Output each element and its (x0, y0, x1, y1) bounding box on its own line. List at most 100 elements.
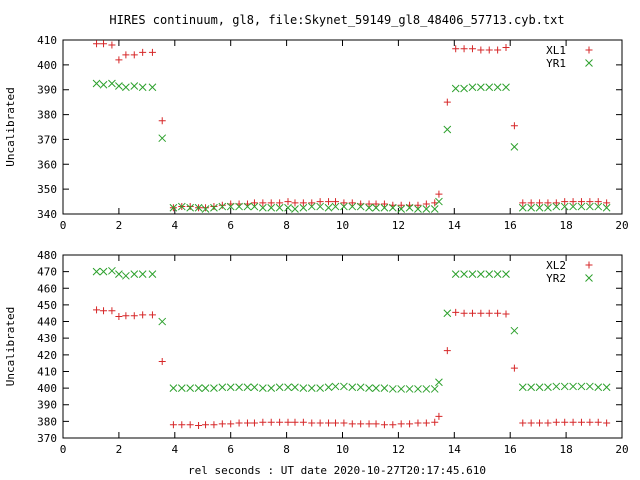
data-point (365, 384, 373, 392)
y-tick-label: 410 (37, 365, 57, 378)
data-point (235, 419, 243, 427)
data-point (380, 200, 388, 208)
data-point (169, 384, 178, 392)
data-point (177, 384, 186, 392)
data-point (452, 308, 460, 316)
y-tick-label: 370 (37, 133, 57, 146)
data-point (519, 419, 527, 427)
data-point (138, 270, 147, 278)
series-yr2 (92, 266, 611, 393)
data-point (115, 82, 123, 90)
data-point (108, 41, 116, 49)
x-tick-label: 16 (504, 443, 517, 456)
data-point (460, 84, 468, 93)
data-point (316, 198, 324, 206)
data-point (485, 309, 493, 317)
data-point (202, 421, 210, 429)
x-axis-label: rel seconds : UT date 2020-10-27T20:17:4… (188, 464, 486, 477)
data-point (138, 83, 147, 92)
data-point (552, 199, 560, 207)
data-point (485, 83, 494, 92)
y-tick-label: 350 (37, 183, 57, 196)
data-point (299, 384, 308, 392)
data-point (100, 40, 108, 48)
x-tick-label: 8 (283, 443, 290, 456)
x-tick-label: 6 (227, 219, 234, 232)
legend-label: XL1 (546, 44, 566, 57)
data-point (324, 203, 333, 212)
data-point (435, 412, 443, 420)
data-point (422, 205, 431, 213)
data-point (130, 51, 138, 59)
legend-marker (585, 59, 593, 67)
data-point (122, 83, 130, 92)
x-tick-label: 10 (336, 443, 349, 456)
data-point (477, 309, 485, 317)
data-point (218, 201, 226, 209)
data-point (560, 382, 569, 391)
data-point (210, 421, 218, 429)
data-point (226, 383, 235, 392)
data-point (210, 203, 218, 212)
data-point (493, 83, 502, 92)
data-point (291, 418, 299, 426)
data-point (108, 79, 116, 88)
data-point (259, 418, 267, 426)
data-point (340, 199, 348, 207)
series-xl1 (93, 40, 611, 212)
data-point (397, 385, 406, 393)
data-point (258, 384, 267, 392)
data-point (460, 309, 468, 317)
data-point (307, 202, 316, 211)
data-point (561, 418, 569, 426)
data-point (148, 311, 156, 319)
data-point (544, 419, 552, 427)
data-point (510, 364, 518, 372)
x-tick-label: 12 (392, 443, 405, 456)
data-point (422, 419, 430, 427)
data-point (435, 190, 443, 198)
y-tick-label: 440 (37, 316, 57, 329)
data-point (130, 312, 138, 320)
data-point (476, 83, 485, 92)
data-point (414, 385, 422, 393)
data-point (493, 270, 502, 278)
data-point (435, 378, 443, 387)
data-point (92, 79, 101, 88)
legend-label: XL2 (546, 259, 566, 272)
data-point (158, 134, 167, 143)
data-point (243, 202, 252, 211)
legend-marker (585, 261, 593, 269)
data-point (275, 203, 284, 212)
data-point (148, 48, 156, 56)
data-point (267, 199, 275, 207)
data-point (340, 382, 348, 391)
x-tick-label: 20 (615, 219, 628, 232)
y-tick-label: 410 (37, 34, 57, 47)
series-xl2 (93, 306, 611, 430)
data-point (527, 419, 535, 427)
x-tick-label: 6 (227, 443, 234, 456)
data-point (331, 202, 340, 211)
data-point (284, 198, 292, 206)
data-point (544, 203, 552, 212)
data-point (443, 125, 452, 134)
data-point (194, 384, 203, 392)
data-point (186, 384, 195, 392)
legend-marker (585, 46, 593, 54)
data-point (477, 46, 485, 54)
data-point (250, 419, 258, 427)
data-point (259, 199, 267, 207)
data-point (380, 384, 389, 392)
data-point (430, 205, 439, 213)
data-point (340, 419, 348, 427)
data-point (122, 271, 130, 280)
data-point (348, 199, 356, 207)
data-point (431, 418, 439, 426)
data-point (372, 420, 380, 428)
data-point (158, 357, 166, 365)
data-point (201, 384, 210, 392)
data-point (340, 202, 348, 211)
data-point (158, 317, 167, 326)
